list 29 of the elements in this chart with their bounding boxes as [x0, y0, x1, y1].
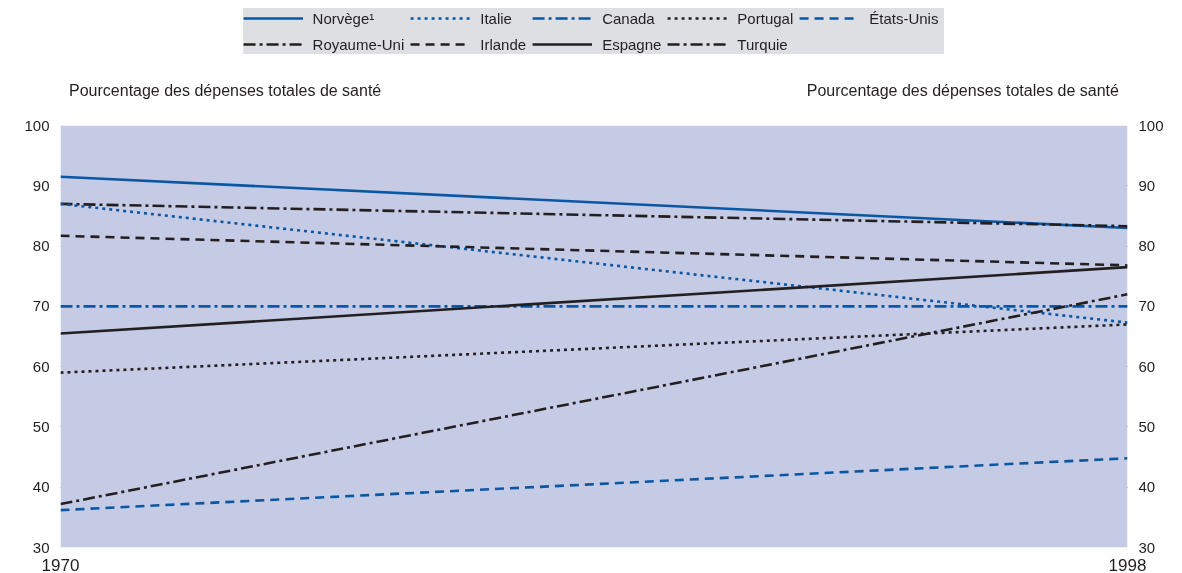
y-tick-label: 100	[24, 116, 50, 134]
y2-tick-label: 30	[1138, 538, 1156, 556]
y-tick-label: 80	[32, 237, 50, 255]
y-axis-title: Pourcentage des dépenses totales de santé	[69, 82, 382, 100]
y-tick-label: 70	[32, 297, 50, 315]
legend-label: Espagne	[602, 35, 662, 53]
y2-tick-label: 40	[1138, 478, 1156, 496]
legend-label: États-Unis	[869, 9, 939, 27]
y2-tick-label: 90	[1138, 176, 1156, 194]
legend-label: Irlande	[480, 35, 527, 53]
y-tick-label: 40	[32, 478, 50, 496]
legend-label: Royaume-Uni	[312, 35, 405, 53]
y2-tick-label: 50	[1138, 417, 1156, 435]
y2-tick-label: 100	[1138, 116, 1164, 134]
legend-label: Canada	[602, 9, 655, 27]
legend-label: Turquie	[737, 35, 788, 53]
legend-label: Italie	[480, 9, 512, 27]
y-tick-label: 60	[32, 357, 50, 375]
y2-tick-label: 70	[1138, 297, 1156, 315]
y2-tick-label: 60	[1138, 357, 1156, 375]
legend-label: Portugal	[737, 9, 794, 27]
x-tick-label: 1970	[41, 555, 80, 573]
legend-label: Norvège¹	[312, 9, 375, 27]
x-tick-label: 1998	[1108, 555, 1147, 573]
y-tick-label: 30	[32, 538, 50, 556]
y2-tick-label: 80	[1138, 237, 1156, 255]
y-tick-label: 90	[32, 176, 50, 194]
y2-axis-title: Pourcentage des dépenses totales de santé	[806, 82, 1120, 100]
y-tick-label: 50	[32, 417, 50, 435]
